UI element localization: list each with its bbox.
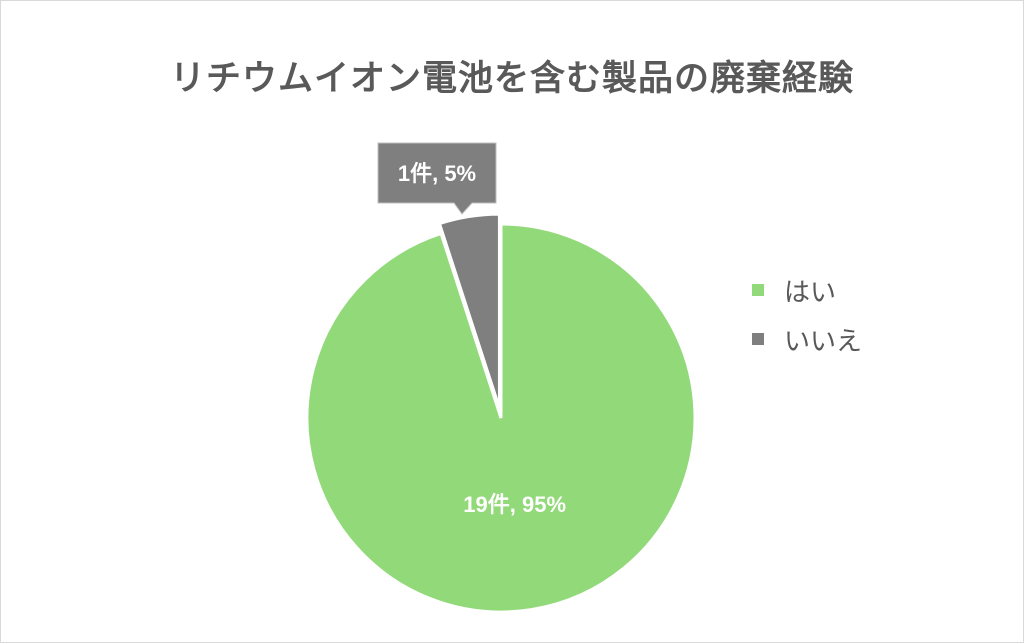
legend-item-yes: はい bbox=[752, 270, 862, 310]
pie-slice-yes bbox=[305, 222, 697, 614]
chart-title: リチウムイオン電池を含む製品の廃棄経験 bbox=[169, 59, 854, 99]
pie-slice-no bbox=[437, 212, 501, 409]
data-callout-no bbox=[377, 142, 497, 215]
legend: はい いいえ bbox=[752, 270, 862, 368]
legend-item-no: いいえ bbox=[752, 319, 862, 359]
legend-label-yes: はい bbox=[784, 277, 837, 308]
data-label-yes: 19件, 95% bbox=[463, 492, 566, 517]
legend-swatch-no bbox=[752, 333, 764, 345]
legend-swatch-yes bbox=[752, 284, 764, 296]
data-label-no: 1件, 5% bbox=[398, 161, 476, 186]
legend-label-no: いいえ bbox=[784, 326, 863, 357]
